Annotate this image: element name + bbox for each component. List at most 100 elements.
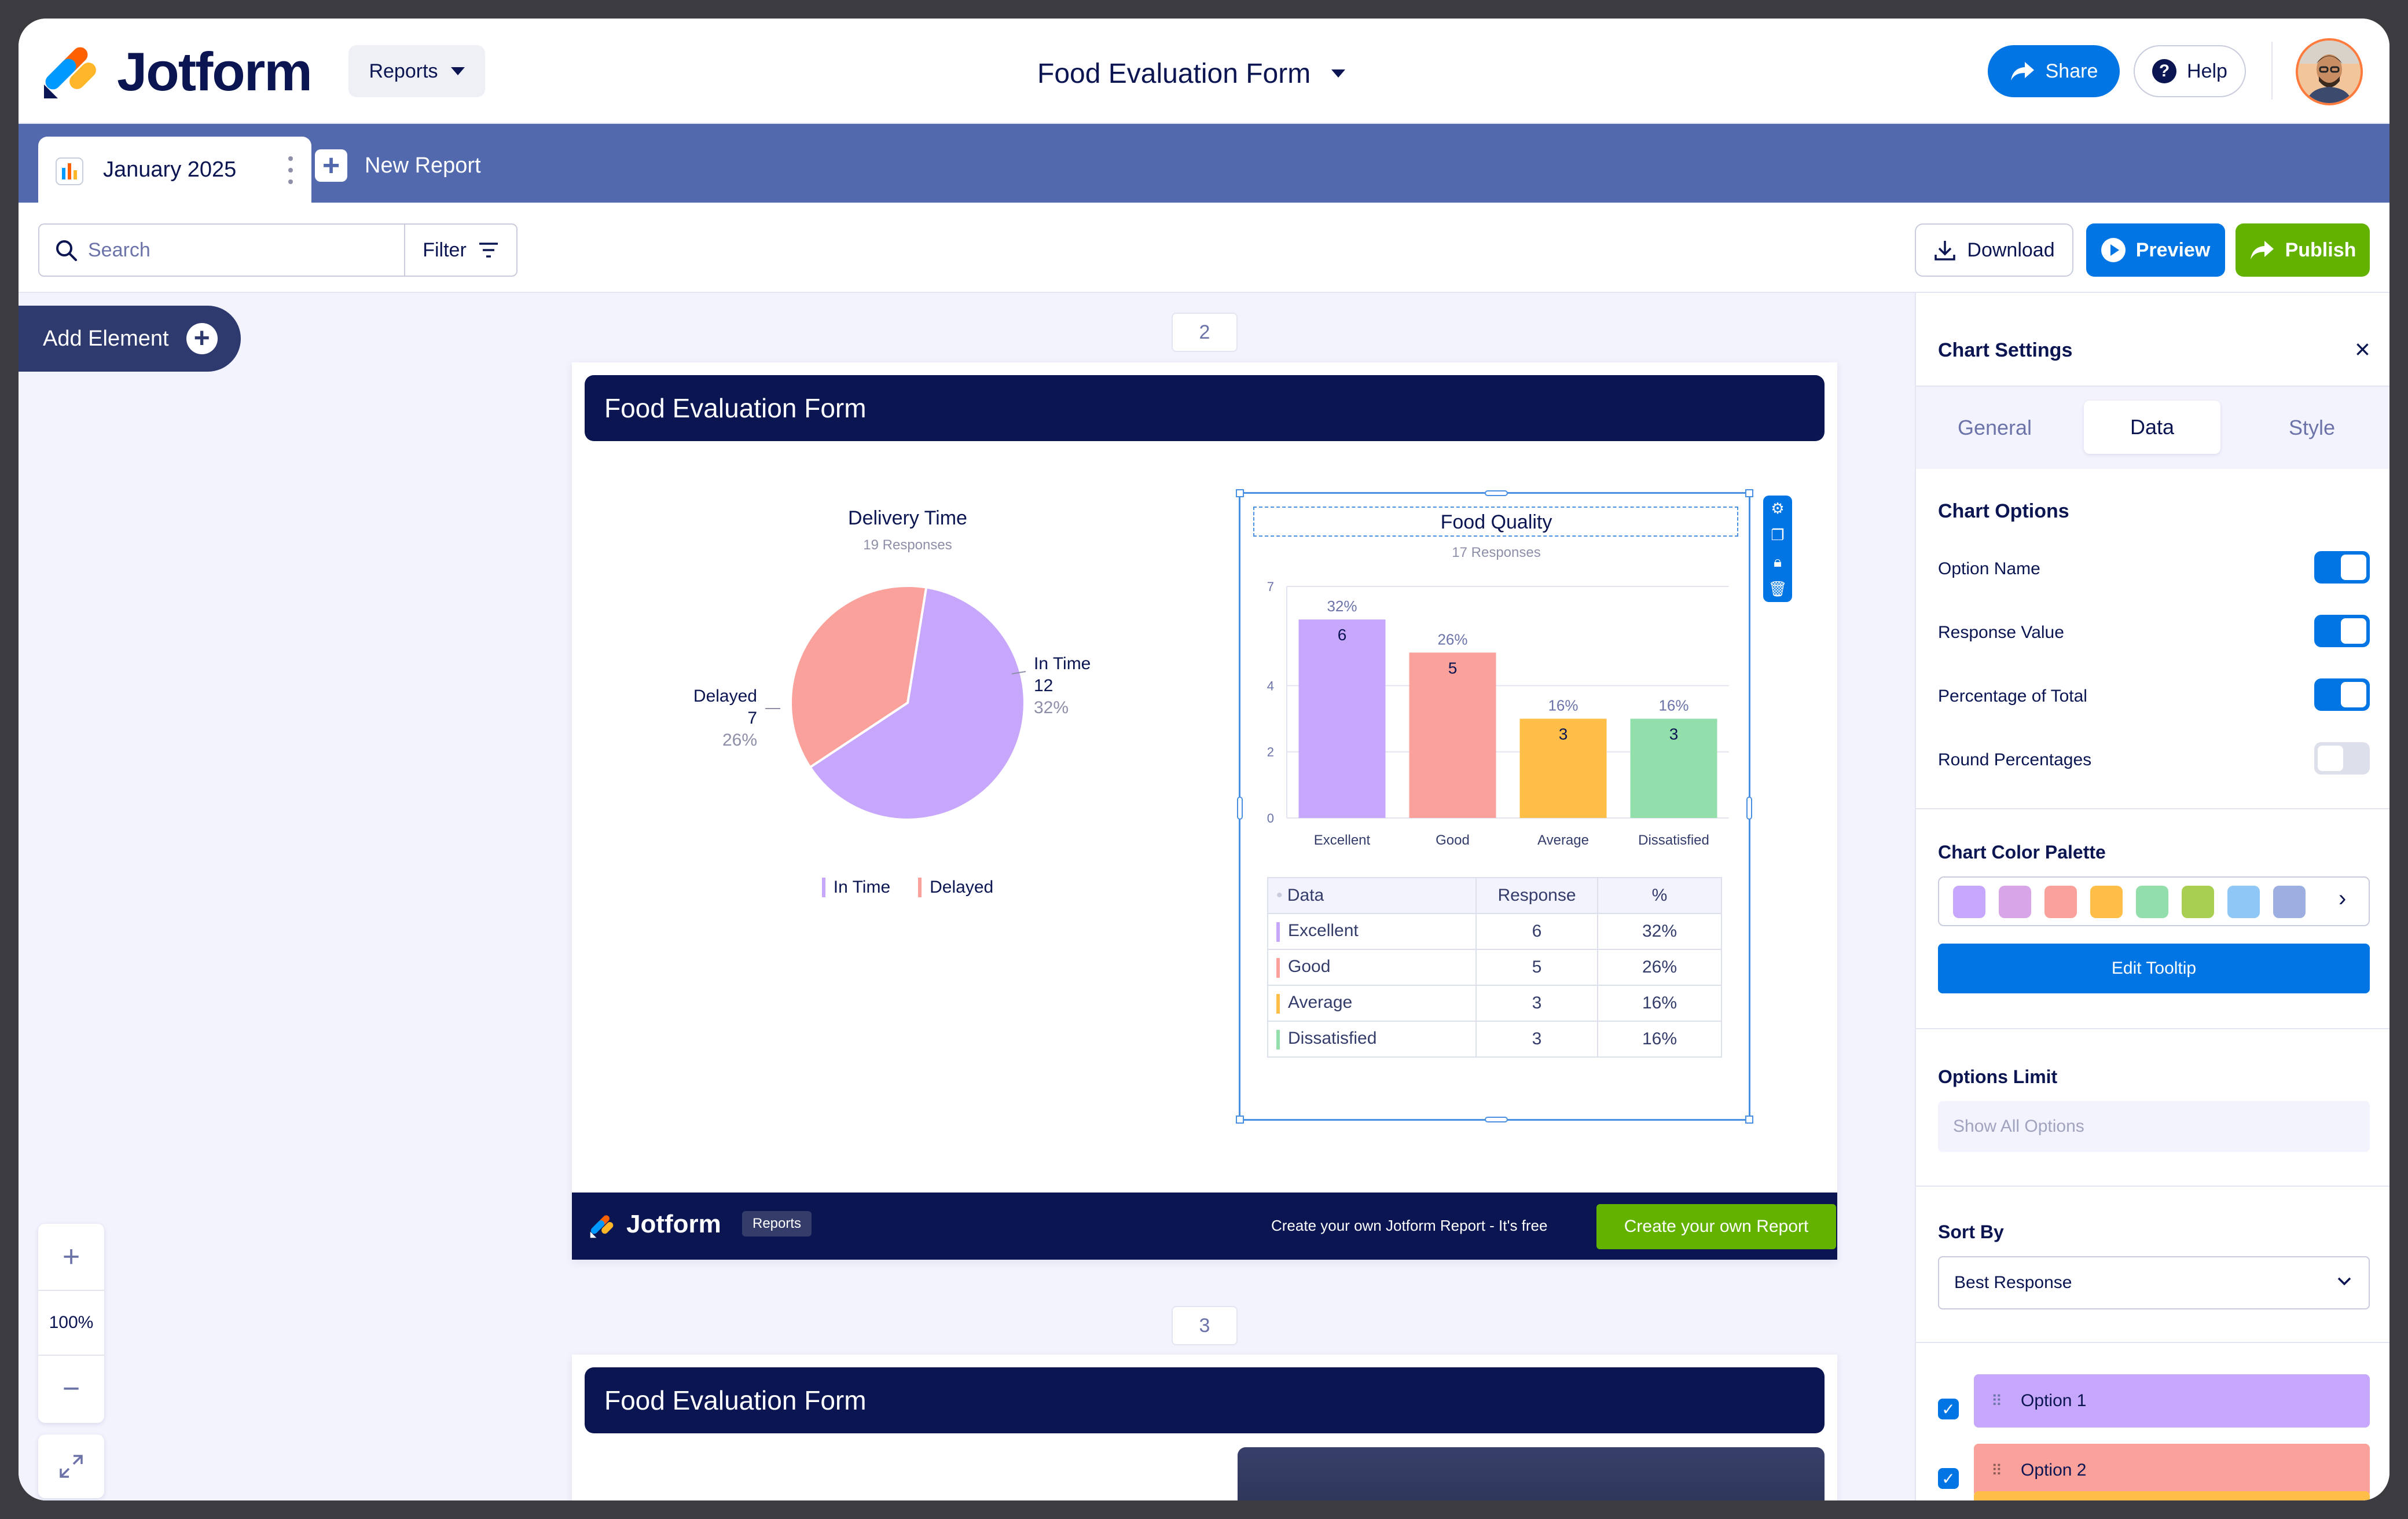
palette-swatch[interactable] xyxy=(2044,886,2077,918)
resize-handle[interactable] xyxy=(1236,489,1244,497)
tab-style[interactable]: Style xyxy=(2288,416,2336,439)
pie-slice-in-time[interactable] xyxy=(808,586,1026,821)
palette-swatch[interactable] xyxy=(2182,886,2214,918)
tab-general[interactable]: General xyxy=(1957,416,2032,439)
lock-icon[interactable]: 🔒︎ xyxy=(1774,552,1782,570)
search-input[interactable]: Search xyxy=(38,223,404,277)
jotform-logo[interactable]: Jotform xyxy=(42,41,343,104)
copy-icon[interactable]: ❐ xyxy=(1771,526,1785,544)
bar-good[interactable] xyxy=(1409,652,1496,818)
drag-handle-icon[interactable]: ⠿ xyxy=(1991,1392,2003,1410)
trash-icon[interactable]: 🗑︎ xyxy=(1768,579,1787,597)
reports-dropdown[interactable]: Reports xyxy=(348,45,485,97)
zoom-controls: + 100% − xyxy=(38,1224,104,1423)
expand-icon xyxy=(60,1455,83,1478)
download-button[interactable]: Download xyxy=(1915,223,2073,277)
avatar[interactable] xyxy=(2296,38,2363,105)
form-title-dropdown[interactable]: Food Evaluation Form xyxy=(1037,53,1385,94)
option-3-row[interactable] xyxy=(1974,1491,2370,1500)
food-quality-chart[interactable]: Food Quality 17 Responses 0 2 4 7 32% 6 Excell… xyxy=(1236,489,1753,1124)
filter-button[interactable]: Filter xyxy=(404,223,517,277)
response-value-toggle[interactable] xyxy=(2314,615,2370,647)
page-title: Food Evaluation Form xyxy=(585,1367,1825,1433)
tab-january-2025[interactable]: January 2025 xyxy=(38,137,311,203)
add-element-button[interactable]: Add Element + xyxy=(19,306,241,372)
plus-circle-icon: + xyxy=(186,323,218,354)
options-limit-input[interactable]: Show All Options xyxy=(1938,1101,2370,1152)
bar-dissatisfied[interactable] xyxy=(1630,718,1717,818)
bar-value-label: 3 xyxy=(1669,725,1679,743)
chevron-right-icon[interactable]: › xyxy=(2339,886,2347,911)
row-label-cell: Average xyxy=(1267,985,1477,1022)
option-1-row[interactable]: ⠿ Option 1 xyxy=(1974,1374,2370,1428)
more-vertical-icon[interactable] xyxy=(287,156,294,184)
palette-swatch[interactable] xyxy=(2227,886,2260,918)
chart-subtitle: 19 Responses xyxy=(863,537,952,553)
option-name-toggle[interactable] xyxy=(2314,551,2370,584)
option-2-checkbox[interactable]: ✓ xyxy=(1938,1468,1959,1489)
close-icon[interactable]: × xyxy=(2355,334,2370,364)
pie-slice-delayed[interactable] xyxy=(790,585,928,769)
create-report-button[interactable]: Create your own Report xyxy=(1596,1204,1836,1249)
help-button[interactable]: ? Help xyxy=(2134,45,2246,97)
publish-button[interactable]: Publish xyxy=(2236,223,2370,277)
row-percent: 16% xyxy=(1597,985,1722,1022)
title-edit-box[interactable] xyxy=(1253,507,1738,537)
edit-tooltip-button[interactable]: Edit Tooltip xyxy=(1938,944,2370,993)
slice-count: 12 xyxy=(1034,676,1054,695)
gear-icon[interactable]: ⚙ xyxy=(1771,500,1785,518)
palette-swatch[interactable] xyxy=(1953,886,1985,918)
drag-handle-icon[interactable]: ⠿ xyxy=(1991,1461,2003,1479)
play-icon xyxy=(2101,238,2126,262)
resize-handle[interactable] xyxy=(1745,489,1753,497)
palette-swatch[interactable] xyxy=(1999,886,2031,918)
legend-item[interactable]: In Time xyxy=(821,878,891,897)
plus-icon: + xyxy=(315,149,347,182)
preview-button[interactable]: Preview xyxy=(2086,223,2225,277)
tab-label: January 2025 xyxy=(103,157,237,182)
resize-handle[interactable] xyxy=(1745,1116,1753,1124)
fullscreen-button[interactable] xyxy=(38,1434,104,1498)
report-page-3: Food Evaluation Form xyxy=(572,1355,1837,1500)
bar-percent-label: 32% xyxy=(1327,597,1357,615)
option-1-checkbox[interactable]: ✓ xyxy=(1938,1399,1959,1419)
publish-arrow-icon xyxy=(2250,241,2274,259)
bar-excellent[interactable] xyxy=(1298,619,1386,818)
slice-name: Delayed xyxy=(693,687,757,706)
sort-by-select[interactable]: Best Response xyxy=(1938,1256,2370,1309)
zoom-out-button[interactable]: − xyxy=(62,1372,80,1406)
table-header-row: • Data Response % xyxy=(1267,877,1722,914)
palette-swatch[interactable] xyxy=(2273,886,2306,918)
share-button[interactable]: Share xyxy=(1988,45,2120,97)
round-percentages-toggle[interactable] xyxy=(2314,742,2370,775)
delivery-time-chart[interactable]: Delivery Time 19 Responses In Time 12 32… xyxy=(659,507,1157,924)
resize-handle[interactable] xyxy=(1236,1116,1244,1124)
new-report-button[interactable]: + New Report xyxy=(315,148,512,183)
percentage-total-toggle[interactable] xyxy=(2314,678,2370,711)
slice-count: 7 xyxy=(747,709,757,728)
bar-average[interactable] xyxy=(1519,718,1607,818)
pie-label-delayed: Delayed 7 26% xyxy=(659,685,757,751)
palette-swatch[interactable] xyxy=(2136,886,2168,918)
sort-by-title: Sort By xyxy=(1938,1221,2004,1242)
image-element[interactable] xyxy=(1238,1447,1825,1500)
top-bar: Jotform Reports Food Evaluation Form Sha… xyxy=(19,19,2389,124)
header-percent: % xyxy=(1597,877,1722,914)
resize-handle[interactable] xyxy=(1237,797,1243,820)
legend-swatch xyxy=(821,878,825,897)
palette-swatch[interactable] xyxy=(2090,886,2123,918)
resize-handle[interactable] xyxy=(1746,797,1752,820)
y-tick-label: 4 xyxy=(1267,678,1274,693)
zoom-in-button[interactable]: + xyxy=(62,1240,80,1274)
resize-handle[interactable] xyxy=(1485,490,1508,496)
option-1-label: Option 1 xyxy=(2021,1391,2087,1410)
y-tick-label: 2 xyxy=(1267,745,1274,760)
legend-item[interactable]: Delayed xyxy=(918,878,993,897)
row-label: Good xyxy=(1288,957,1331,977)
jotform-logo-icon xyxy=(590,1215,614,1238)
legend-label: In Time xyxy=(833,878,891,897)
resize-handle[interactable] xyxy=(1485,1117,1508,1122)
option-2-row[interactable]: ⠿ Option 2 xyxy=(1974,1444,2370,1497)
tab-data[interactable]: Data xyxy=(2084,401,2220,454)
color-palette-selector[interactable]: › xyxy=(1938,876,2370,926)
